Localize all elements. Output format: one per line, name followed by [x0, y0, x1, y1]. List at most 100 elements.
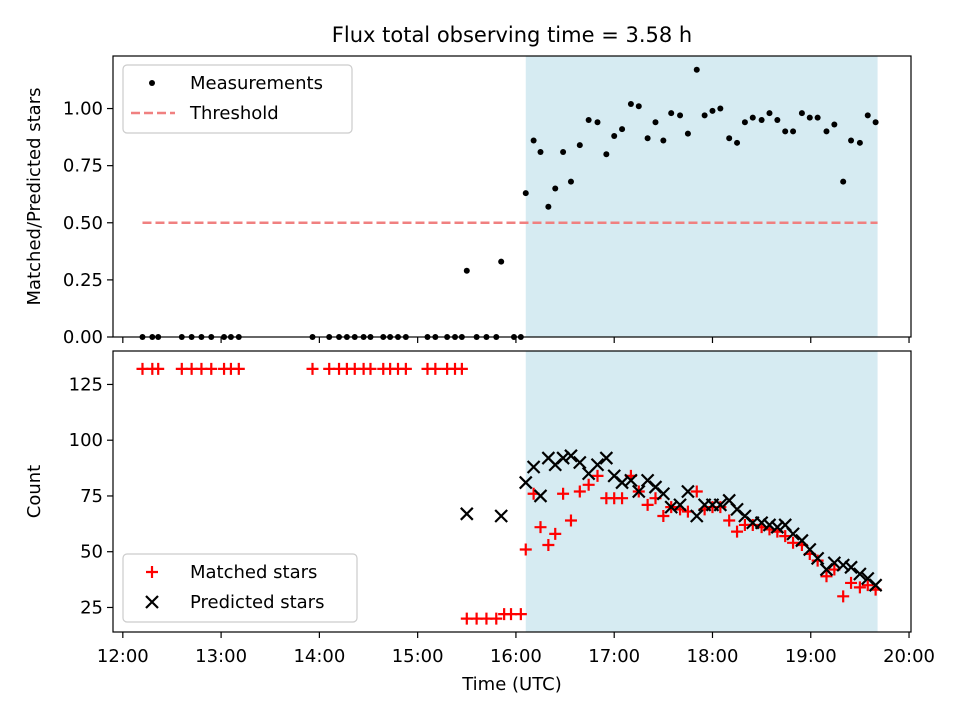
- predicted-star-point: [770, 520, 785, 534]
- matched-star-point: [152, 362, 165, 375]
- matched-star-point: [779, 530, 792, 543]
- measurement-point: [545, 203, 552, 210]
- measurement-point: [463, 267, 470, 274]
- x-tick-label: 13:00: [195, 646, 247, 667]
- matched-star-point: [306, 362, 319, 375]
- matched-star-point: [731, 525, 744, 538]
- x-tick-label: 17:00: [588, 646, 640, 667]
- matched-star-point: [811, 554, 824, 567]
- matched-star-point: [582, 478, 595, 491]
- matched-star-point: [714, 501, 727, 514]
- matched-star-point: [861, 579, 874, 592]
- matched-star-point: [364, 362, 377, 375]
- measurement-point: [798, 110, 805, 117]
- counts-panel: 25 50 75 100 125 12:00 13:00 14:00 15:00 16:00 17:…: [24, 350, 935, 667]
- predicted-star-point: [689, 509, 704, 523]
- legend-marker-measurements: [149, 80, 155, 86]
- predicted-star-point: [762, 518, 777, 532]
- matched-star-point: [490, 612, 503, 625]
- measurement-point: [749, 114, 756, 121]
- y-tick-label: 0.00: [63, 327, 103, 348]
- predicted-star-point: [810, 551, 825, 566]
- measurement-point: [864, 112, 871, 119]
- predicted-star-point: [599, 451, 614, 465]
- measurement-point: [701, 112, 708, 119]
- y-tick-label: 0.50: [63, 213, 103, 234]
- predicted-star-point: [681, 484, 695, 499]
- y-tick-label: 75: [80, 486, 103, 507]
- measurement-point: [831, 121, 838, 128]
- predicted-star-point: [836, 558, 850, 572]
- matched-star-point: [557, 487, 570, 500]
- measurement-point: [734, 139, 741, 146]
- measurement-point: [585, 116, 592, 123]
- legend-label: Threshold: [189, 103, 279, 124]
- matched-star-point: [657, 510, 670, 523]
- matched-star-point: [787, 536, 800, 549]
- predicted-star-point: [518, 475, 533, 490]
- predicted-star-point: [556, 451, 570, 465]
- panel-frame: [112, 350, 912, 633]
- x-tick-label: 20:00: [883, 646, 935, 667]
- measurement-point: [766, 110, 773, 117]
- ratio-panel: 0.00 0.25 0.50 0.75 1.00 Matched/Predicted st…: [24, 55, 912, 348]
- matched-star-point: [399, 362, 412, 375]
- panel-frame: [112, 55, 912, 338]
- measurement-point: [603, 151, 610, 158]
- y-tick-label: 50: [80, 542, 103, 563]
- measurement-point: [677, 112, 684, 119]
- legend-box: [122, 553, 358, 623]
- legend-label: Matched stars: [190, 562, 317, 583]
- predicted-star-point: [573, 455, 587, 470]
- matched-star-point: [820, 570, 833, 583]
- predicted-star-point: [564, 449, 578, 463]
- measurement-point: [560, 148, 567, 155]
- measurement-point: [530, 137, 537, 144]
- measurement-point: [644, 135, 651, 142]
- predicted-star-point: [844, 560, 858, 575]
- x-axis-label: Time (UTC): [461, 674, 562, 695]
- x-tick-label: 18:00: [687, 646, 739, 667]
- x-tick-label: 14:00: [293, 646, 345, 667]
- matched-star-point: [591, 469, 604, 482]
- measurement-point: [576, 142, 583, 149]
- legend-label: Measurements: [190, 73, 323, 94]
- matched-star-point: [549, 527, 562, 540]
- measurement-point: [709, 107, 716, 114]
- y-tick-label: 100: [69, 430, 103, 451]
- measurement-point: [726, 135, 733, 142]
- measurement-point: [498, 258, 505, 265]
- legend-label: Predicted stars: [190, 592, 324, 613]
- matched-star-point: [205, 362, 218, 375]
- measurement-point: [774, 116, 781, 123]
- predicted-star-point: [624, 473, 638, 488]
- measurement-point: [717, 105, 724, 112]
- matched-star-point: [845, 576, 858, 589]
- measurement-point: [652, 119, 659, 126]
- matched-star-point: [723, 514, 736, 527]
- y-axis-label: Matched/Predicted stars: [24, 88, 45, 306]
- y-tick-label: 0.75: [63, 156, 103, 177]
- measurement-point: [522, 190, 529, 197]
- predicted-star-point: [868, 578, 883, 592]
- predicted-star-point: [460, 507, 474, 521]
- matched-star-point: [641, 498, 654, 511]
- measurement-point: [619, 126, 626, 133]
- measurement-point: [814, 114, 821, 121]
- measurement-point: [840, 178, 847, 185]
- predicted-star-point: [713, 498, 728, 512]
- predicted-star-point: [853, 567, 867, 581]
- matched-star-point: [573, 485, 586, 498]
- predicted-star-point: [526, 460, 541, 474]
- x-tick-label: 16:00: [490, 646, 542, 667]
- predicted-star-point: [533, 489, 548, 503]
- measurement-point: [635, 103, 642, 110]
- predicted-star-point: [590, 457, 605, 472]
- matched-star-point: [232, 362, 245, 375]
- matched-star-point: [746, 518, 759, 531]
- measurement-point: [537, 148, 544, 155]
- measurement-point: [782, 128, 789, 135]
- matched-star-point: [514, 608, 527, 621]
- measurement-point: [611, 132, 618, 139]
